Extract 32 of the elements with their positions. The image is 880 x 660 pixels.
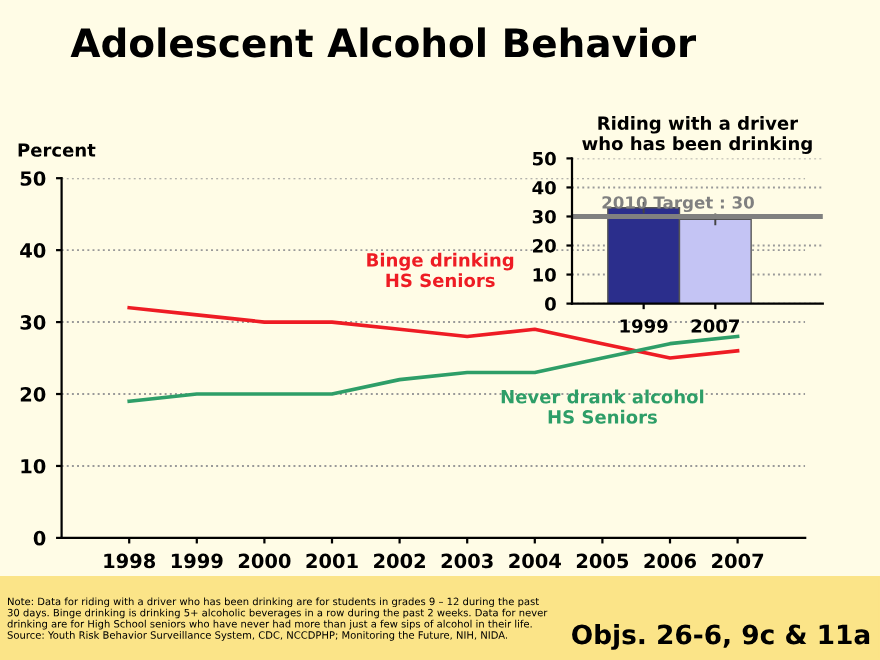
x-tick-label: 2001 (306, 553, 358, 569)
y-tick-label: 0 (545, 297, 556, 311)
y-tick-label: 0 (33, 530, 46, 546)
x-tick-label: 2000 (238, 553, 291, 569)
x-tick-label: 1999 (620, 319, 668, 333)
x-tick-label: 2007 (712, 553, 764, 569)
x-tick-label: 2003 (441, 553, 493, 569)
text: Objs. 26-6, 9c & 11a (572, 624, 870, 650)
x-tick-label: 2004 (509, 553, 561, 569)
y-tick-label: 40 (20, 243, 46, 258)
x-tick-label: 1999 (171, 553, 223, 569)
ref-line-label: 2010 Target : 30 (602, 196, 754, 213)
y-tick-label: 50 (532, 151, 556, 166)
x-tick-label: 2006 (644, 553, 697, 569)
y-tick-label: 30 (532, 209, 556, 224)
chart-title: Adolescent Alcohol Behavior (70, 27, 697, 58)
line-series (127, 334, 740, 404)
y-tick-label: 20 (533, 238, 556, 253)
series-label: Never drank alcohol HS Seniors (501, 389, 704, 424)
y-tick-label: 40 (532, 180, 556, 195)
y-tick-label: 10 (21, 458, 46, 474)
x-tick-label: 1998 (104, 553, 156, 569)
x-tick-label: 2007 (691, 319, 739, 333)
y-tick-label: 10 (533, 268, 556, 282)
y-tick-label: 50 (20, 171, 46, 186)
x-tick-label: 2002 (374, 553, 425, 569)
x-tick-label: 2005 (576, 553, 629, 569)
y-tick-label: 30 (20, 315, 46, 330)
chart-title: Riding with a driver who has been drinking (582, 115, 812, 154)
y-tick-label: 20 (20, 386, 46, 402)
text: Binge drinking HS Seniors (367, 252, 514, 288)
y-axis-title: Percent (18, 143, 96, 157)
